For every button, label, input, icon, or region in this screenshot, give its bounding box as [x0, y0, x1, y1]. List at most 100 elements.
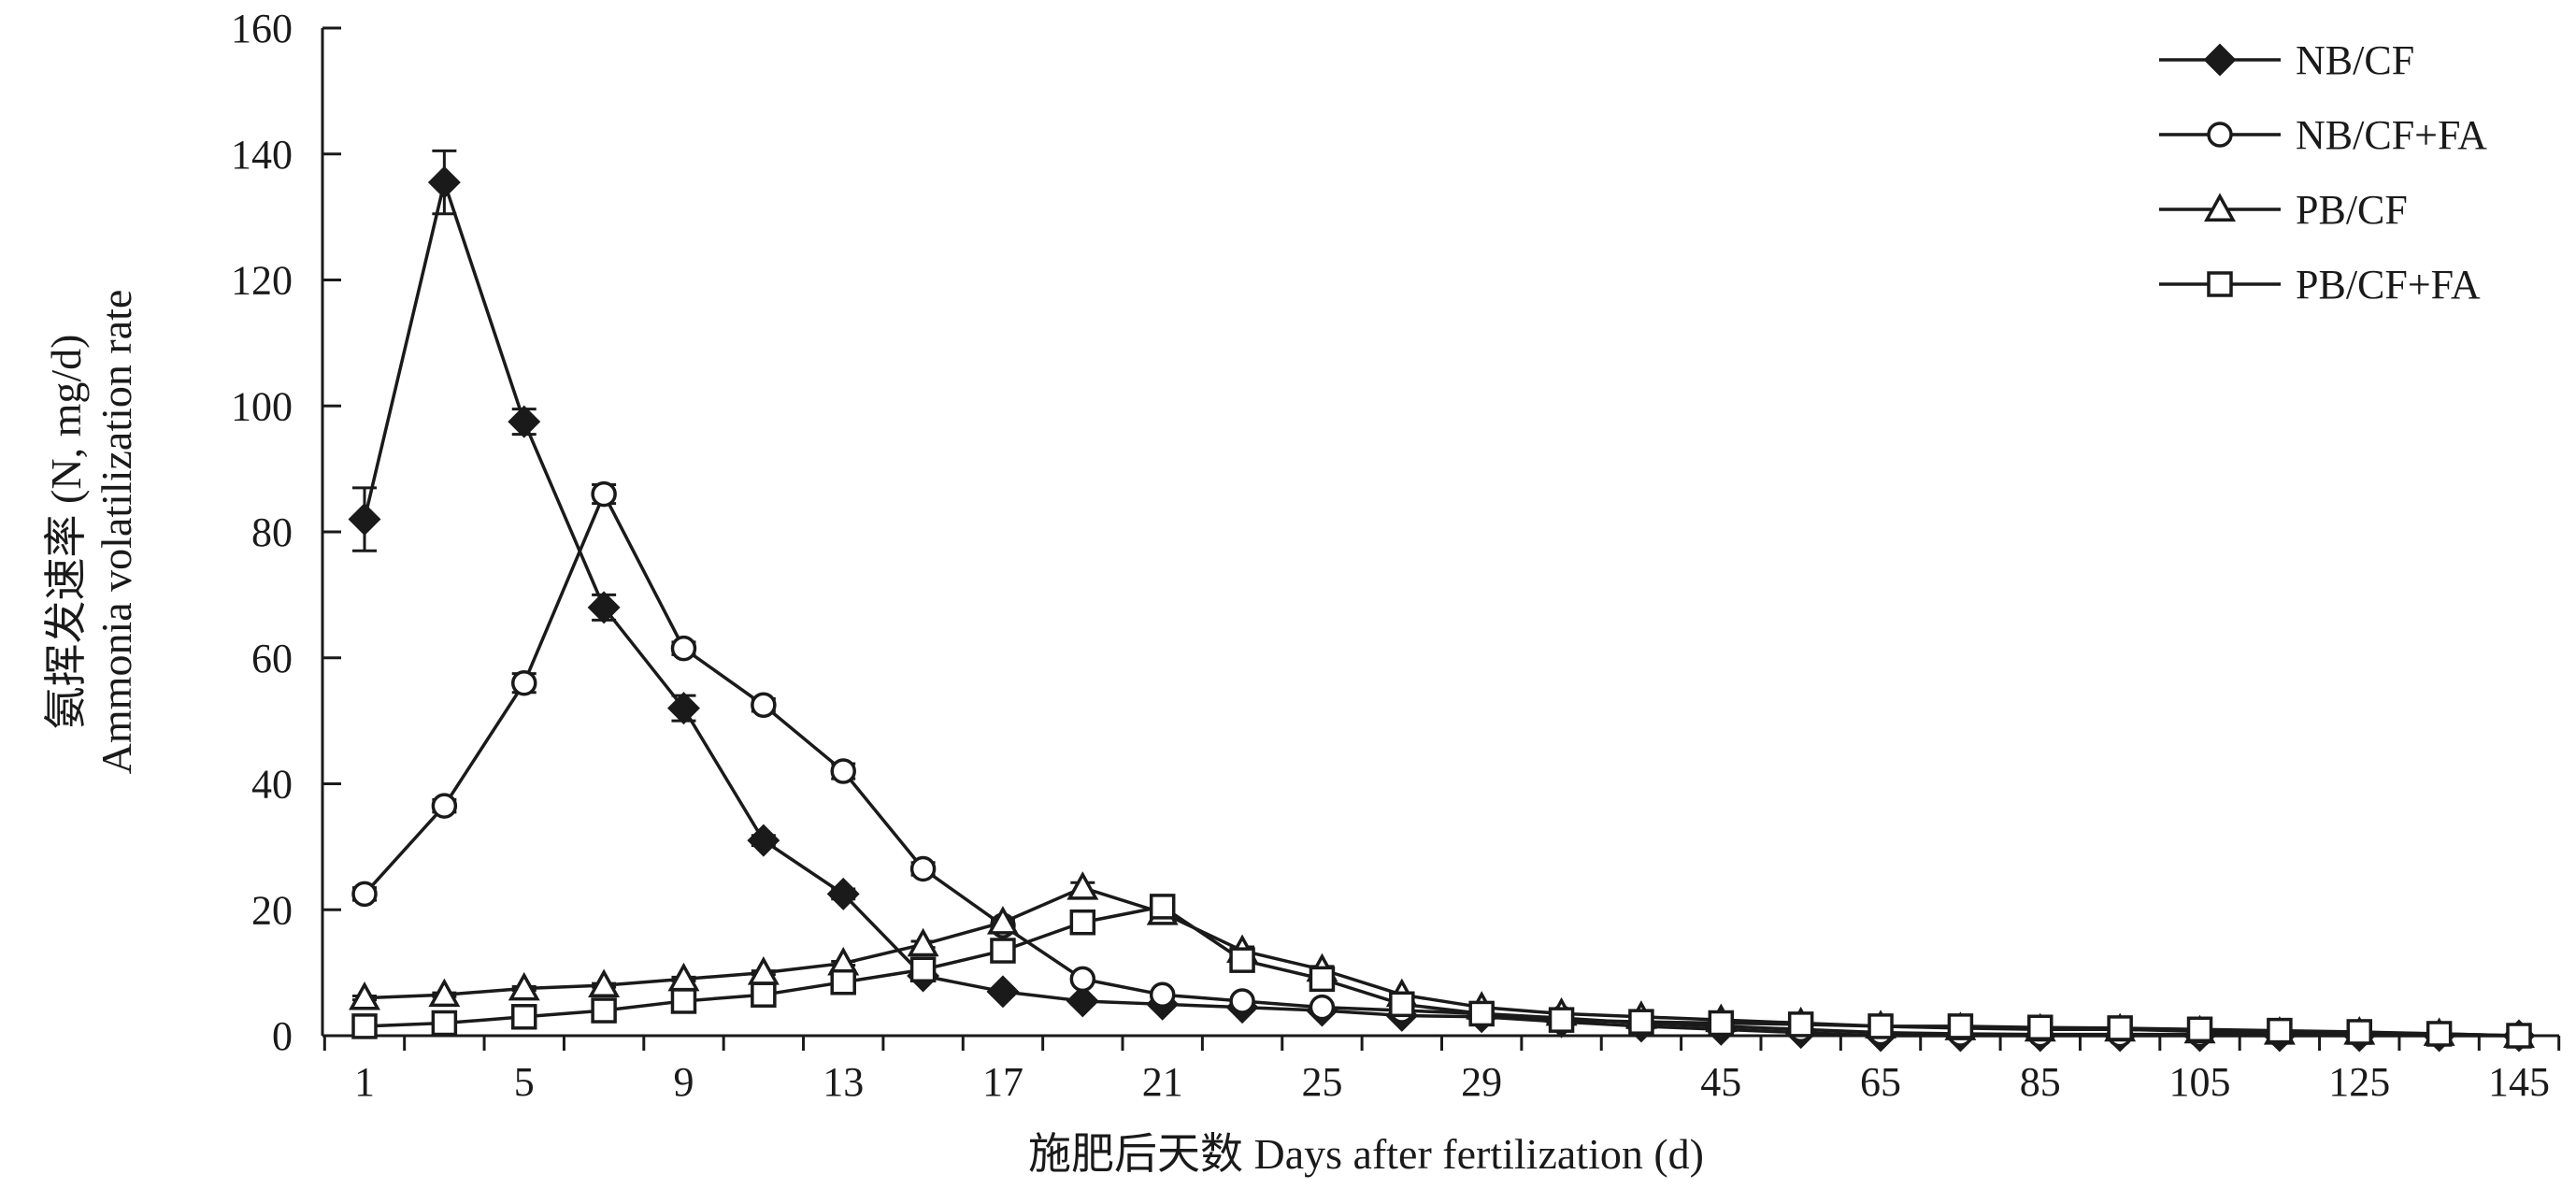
data-point-nb-cf [508, 405, 541, 438]
x-tick-label-21: 21 [1142, 1059, 1183, 1105]
data-point-nb-cf-fa [1149, 981, 1176, 1008]
data-point-pb-cf-fa [591, 997, 617, 1024]
data-point-nb-cf-fa [830, 758, 856, 784]
data-point-pb-cf-fa [1708, 1010, 1735, 1037]
y-tick-label-20: 20 [251, 887, 293, 933]
y-tick-label-100: 100 [231, 383, 293, 429]
data-point-pb-cf-fa [1389, 991, 1415, 1018]
data-point-pb-cf-fa [351, 1013, 378, 1039]
data-point-pb-cf-fa [1868, 1013, 1894, 1039]
x-tick-label-85: 85 [2020, 1059, 2061, 1105]
data-point-pb-cf-fa [670, 988, 697, 1014]
data-point-pb-cf [349, 981, 380, 1010]
data-point-nb-cf-fa [909, 855, 937, 882]
y-axis-ticks: 0 20 40 60 80 100 120 140 160 [231, 6, 341, 1059]
data-point-pb-cf-fa [1947, 1013, 1974, 1039]
plot-area [348, 149, 2536, 1053]
legend-entry-nb-cf: NB/CF [2159, 37, 2414, 83]
x-tick-label-1: 1 [354, 1059, 375, 1105]
y-axis-title-english: Ammonia volatilization rate [93, 290, 140, 775]
data-point-nb-cf-fa [1229, 988, 1255, 1014]
legend-label-pb-cf: PB/CF [2296, 187, 2408, 233]
x-axis-ticks: 1 5 9 13 17 21 25 29 45 65 85 105 125 145 [322, 1036, 2561, 1105]
legend-label-pb-cf-fa: PB/CF+FA [2296, 262, 2481, 308]
y-tick-label-160: 160 [231, 6, 293, 51]
data-point-nb-cf [667, 692, 700, 725]
data-point-nb-cf-fa [510, 669, 537, 696]
data-point-pb-cf-fa [1229, 947, 1255, 973]
y-tick-label-0: 0 [272, 1013, 293, 1059]
x-tick-label-29: 29 [1461, 1059, 1502, 1105]
data-point-pb-cf-fa [990, 938, 1016, 964]
series-line-nb-cf-fa [363, 492, 2520, 1038]
data-point-nb-cf [1066, 984, 1099, 1018]
x-axis-title: 施肥后天数 Days after fertilization (d) [1028, 1130, 1704, 1178]
data-point-nb-cf-fa [591, 480, 617, 508]
data-point-pb-cf-fa [2506, 1023, 2532, 1049]
axes: 0 20 40 60 80 100 120 140 160 1 5 9 13 17 21 25 29 45 65 8… [231, 6, 2561, 1105]
y-tick-label-80: 80 [251, 509, 293, 555]
legend-label-nb-cf: NB/CF [2296, 37, 2414, 83]
legend-marker-nb-cf-fa [2207, 122, 2233, 148]
x-tick-label-13: 13 [823, 1059, 864, 1105]
data-point-nb-cf-fa [751, 692, 777, 719]
data-point-pb-cf-fa [830, 968, 856, 996]
data-point-nb-cf-fa [431, 793, 458, 819]
series-pb-cf-fa [351, 894, 2532, 1049]
x-tick-label-9: 9 [673, 1059, 694, 1105]
data-point-nb-cf [986, 975, 1020, 1009]
series-nb-cf-fa [351, 480, 2532, 1049]
legend-marker-pb-cf-fa [2207, 271, 2233, 297]
data-point-pb-cf [588, 968, 621, 998]
x-tick-label-145: 145 [2488, 1059, 2550, 1105]
legend-label-nb-cf-fa: NB/CF+FA [2296, 112, 2487, 158]
x-tick-label-65: 65 [1860, 1059, 1901, 1105]
data-point-nb-cf [348, 503, 381, 536]
data-point-pb-cf-fa [1309, 966, 1336, 993]
x-tick-label-25: 25 [1301, 1059, 1342, 1105]
data-point-pb-cf-fa [1069, 909, 1096, 936]
y-tick-label-140: 140 [231, 132, 293, 178]
y-axis-title-chinese: 氨挥发速率 (N, mg/d) [42, 335, 90, 730]
data-point-nb-cf [826, 877, 860, 910]
data-point-pb-cf-fa [2027, 1014, 2054, 1040]
data-point-nb-cf [427, 165, 461, 199]
y-tick-label-40: 40 [251, 762, 293, 808]
y-tick-label-120: 120 [231, 258, 293, 304]
data-point-nb-cf [747, 824, 780, 857]
data-point-pb-cf-fa [751, 981, 777, 1008]
x-tick-label-125: 125 [2328, 1059, 2390, 1105]
legend-marker-nb-cf [2203, 43, 2237, 77]
data-point-pb-cf-fa [2426, 1021, 2453, 1047]
x-tick-label-5: 5 [514, 1059, 535, 1105]
x-tick-label-105: 105 [2169, 1059, 2231, 1105]
data-point-pb-cf [1066, 871, 1099, 900]
data-point-pb-cf-fa [431, 1010, 458, 1037]
series-line-pb-cf-fa [364, 905, 2520, 1038]
legend-entry-pb-cf: PB/CF [2159, 187, 2408, 233]
data-point-nb-cf-fa [351, 881, 378, 908]
data-point-pb-cf-fa [1628, 1009, 1654, 1035]
data-point-nb-cf-fa [1309, 994, 1336, 1021]
data-point-pb-cf-fa [1468, 1000, 1495, 1027]
data-point-pb-cf [907, 927, 939, 957]
data-point-nb-cf-fa [670, 635, 697, 662]
legend-marker-pb-cf [2204, 193, 2236, 222]
data-point-pb-cf-fa [2186, 1016, 2213, 1043]
legend: NB/CF NB/CF+FA PB/CF PB/CF+FA [2159, 37, 2487, 308]
data-point-pb-cf-fa [1548, 1007, 1575, 1033]
data-point-nb-cf-fa [1069, 966, 1096, 993]
y-tick-label-60: 60 [251, 636, 293, 681]
data-point-pb-cf-fa [510, 1004, 537, 1030]
data-point-pb-cf-fa [2107, 1015, 2133, 1041]
data-point-pb-cf [428, 978, 461, 1008]
x-tick-label-17: 17 [982, 1059, 1023, 1105]
legend-entry-nb-cf-fa: NB/CF+FA [2159, 112, 2487, 158]
data-point-pb-cf [986, 906, 1019, 935]
y-axis-title: 氨挥发速率 (N, mg/d) Ammonia volatilization r… [42, 290, 140, 775]
x-tick-label-45: 45 [1700, 1059, 1741, 1105]
data-point-pb-cf-fa [2267, 1017, 2293, 1044]
data-point-pb-cf-fa [1149, 894, 1176, 920]
data-point-pb-cf [508, 971, 540, 1001]
